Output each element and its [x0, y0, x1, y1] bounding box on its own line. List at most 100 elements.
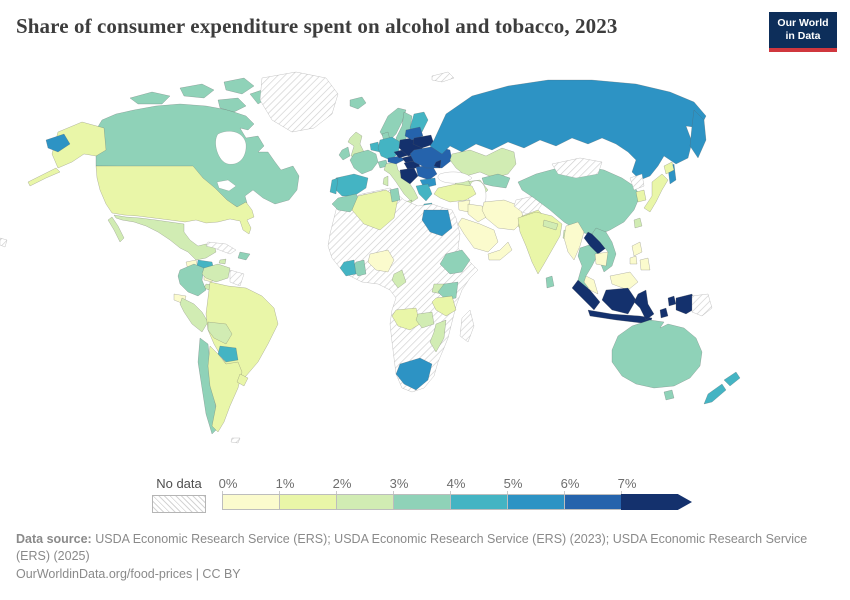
country-mexico[interactable] [113, 214, 217, 261]
country-usa[interactable] [95, 165, 255, 235]
country-papua-new-guinea[interactable] [691, 293, 713, 317]
country-yemen-oman[interactable] [487, 241, 513, 261]
country-canada-islands[interactable] [179, 83, 215, 99]
country-algeria[interactable] [351, 189, 399, 231]
country-mozambique[interactable] [429, 319, 447, 353]
country-belarus[interactable] [412, 134, 435, 149]
legend-band-4-5%[interactable] [450, 494, 507, 510]
country-new-zealand-south[interactable] [703, 383, 727, 405]
owid-logo[interactable]: Our World in Data [769, 12, 837, 52]
country-cameroon[interactable] [391, 269, 407, 289]
country-jamaica[interactable] [218, 258, 227, 265]
country-australia[interactable] [611, 319, 703, 389]
country-uruguay[interactable] [236, 373, 249, 387]
country-vietnam[interactable] [591, 227, 617, 273]
country-south-africa[interactable] [395, 357, 433, 391]
country-india[interactable] [517, 211, 563, 275]
legend-band-0-1%[interactable] [222, 494, 279, 510]
country-nepal[interactable] [542, 219, 559, 231]
country-sri-lanka[interactable] [545, 275, 555, 289]
legend-band-5-6%[interactable] [507, 494, 564, 510]
legend-no-data[interactable]: No data [152, 476, 206, 513]
legend-band-7%+[interactable] [621, 494, 692, 510]
country-new-zealand-north[interactable] [723, 371, 741, 387]
country-philippines[interactable] [629, 255, 638, 265]
country-canada-islands[interactable] [223, 77, 255, 95]
country-indonesia-maluku[interactable] [667, 295, 677, 307]
country-zambia[interactable] [415, 311, 435, 329]
country-balkans[interactable] [399, 167, 419, 185]
country-uzbekistan[interactable] [481, 173, 511, 189]
country-egypt[interactable] [421, 209, 453, 237]
country-peru[interactable] [179, 297, 209, 333]
country-ireland[interactable] [338, 146, 351, 161]
country-russia-chukotka[interactable] [45, 133, 71, 153]
country-indonesia-papua[interactable] [675, 293, 697, 315]
legend-band-3-4%[interactable] [393, 494, 450, 510]
country-colombia[interactable] [177, 263, 207, 297]
country-paraguay[interactable] [217, 345, 239, 363]
country-madagascar[interactable] [459, 309, 475, 343]
country-mongolia[interactable] [551, 157, 603, 179]
country-north-korea[interactable] [629, 173, 645, 191]
country-philippines[interactable] [631, 241, 643, 257]
country-portugal[interactable] [329, 177, 339, 195]
country-turkey[interactable] [433, 183, 477, 203]
country-argentina[interactable] [207, 345, 243, 433]
country-australia-tasmania[interactable] [663, 389, 675, 401]
legend-tick-1%: 1% [275, 476, 295, 491]
country-cote-divoire[interactable] [339, 259, 357, 277]
country-greece[interactable] [415, 183, 433, 202]
country-mexico-baja[interactable] [107, 216, 125, 243]
country-angola[interactable] [391, 307, 421, 331]
country-tanzania[interactable] [431, 295, 457, 317]
country-svalbard[interactable] [431, 71, 455, 83]
legend-band-6-7%[interactable] [564, 494, 621, 510]
country-malaysia-borneo[interactable] [609, 271, 639, 291]
country-italy-sardinia[interactable] [382, 175, 389, 187]
country-malaysia-peninsula[interactable] [583, 275, 599, 295]
country-south-korea[interactable] [635, 189, 647, 203]
country-pacific-sliver[interactable] [0, 237, 8, 248]
country-alaska[interactable] [51, 121, 107, 169]
country-venezuela[interactable] [201, 263, 231, 283]
country-morocco[interactable] [331, 193, 361, 213]
legend-band-2-3%[interactable] [336, 494, 393, 510]
owid-logo-accent-bar [769, 48, 837, 52]
country-indonesia-sulawesi[interactable] [633, 289, 655, 321]
country-saudi-arabia[interactable] [457, 217, 499, 253]
country-tunisia[interactable] [389, 187, 401, 203]
country-nigeria[interactable] [367, 249, 395, 273]
country-indonesia-maluku[interactable] [659, 307, 669, 319]
country-iran[interactable] [481, 199, 525, 231]
country-indonesia-borneo[interactable] [601, 287, 637, 315]
country-ethiopia[interactable] [439, 249, 471, 275]
country-indonesia-sumatra[interactable] [571, 279, 601, 311]
country-kazakhstan[interactable] [449, 147, 517, 179]
attribution-link[interactable]: OurWorldinData.org/food-prices | CC BY [16, 567, 241, 581]
country-russia-kamchatka[interactable] [689, 109, 707, 159]
country-iceland[interactable] [349, 96, 367, 110]
no-data-swatch[interactable] [152, 495, 206, 513]
country-philippines[interactable] [639, 257, 651, 271]
country-cambodia[interactable] [594, 251, 609, 267]
country-japan-hokkaido[interactable] [663, 161, 675, 175]
country-moldova[interactable] [433, 159, 442, 169]
country-spain[interactable] [333, 173, 369, 197]
legend-tick-mark [450, 491, 451, 496]
country-canada-islands[interactable] [129, 91, 171, 105]
country-italy[interactable] [383, 161, 419, 203]
country-myanmar[interactable] [563, 221, 585, 261]
country-hispaniola[interactable] [237, 251, 251, 261]
country-falkland-islands[interactable] [230, 437, 241, 444]
country-cuba[interactable] [205, 241, 237, 255]
country-france[interactable] [349, 149, 379, 175]
country-greenland[interactable] [259, 71, 339, 133]
country-bolivia[interactable] [207, 321, 233, 345]
country-taiwan[interactable] [633, 217, 643, 229]
country-japan[interactable] [643, 173, 669, 213]
country-guyana-suriname[interactable] [229, 269, 245, 287]
country-canada-islands[interactable] [217, 97, 247, 113]
legend-band-1-2%[interactable] [279, 494, 336, 510]
country-alaska-aleutians[interactable] [27, 167, 61, 187]
